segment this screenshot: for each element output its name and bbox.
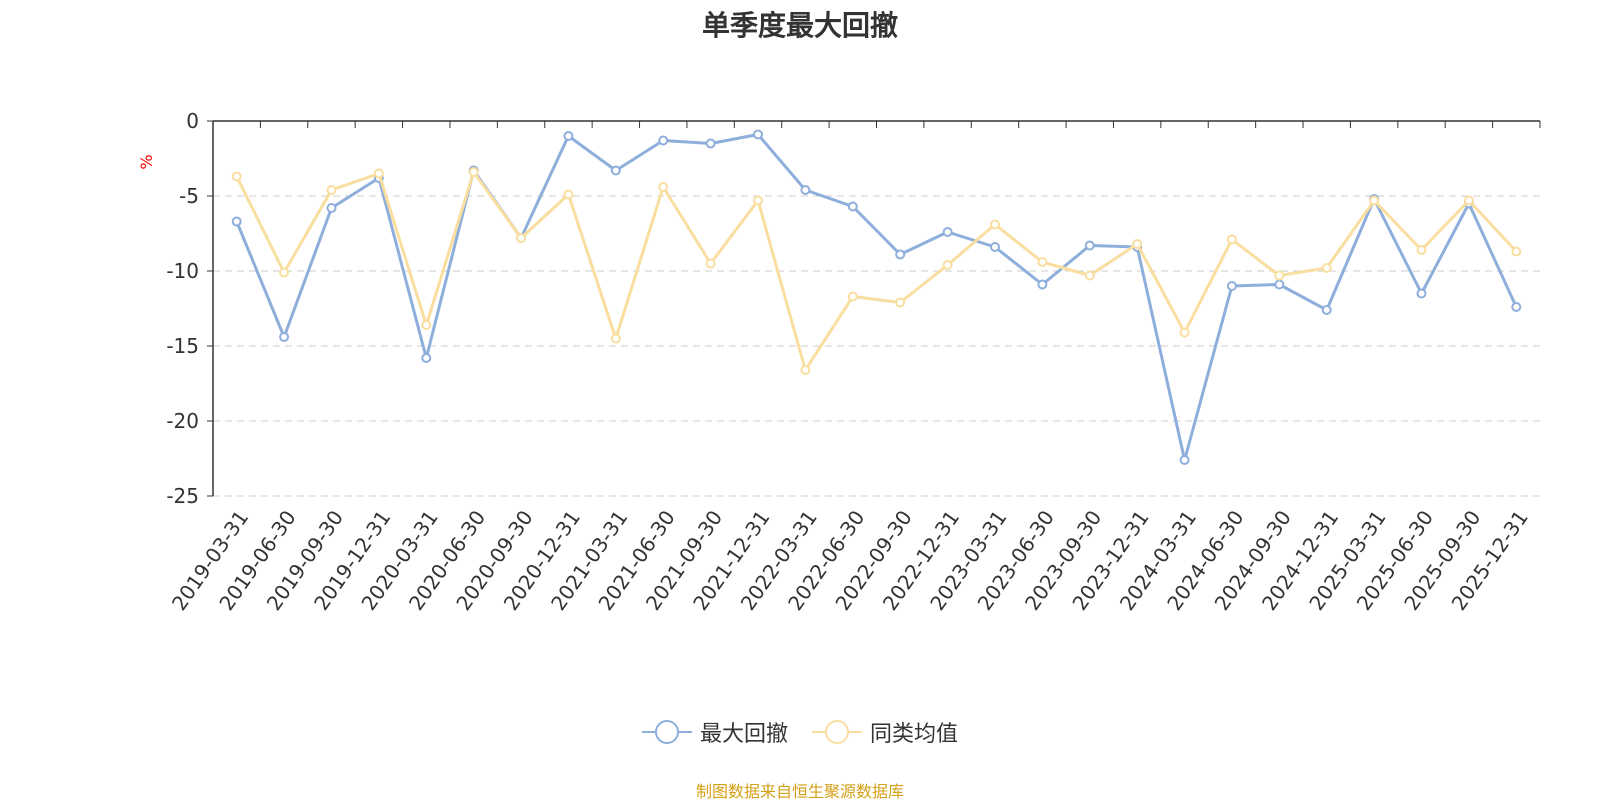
y-tick-label: -5 [179,184,199,208]
data-point [1274,270,1285,281]
data-point [1274,279,1285,290]
data-point [279,267,290,278]
legend-line-marker-icon [812,720,862,744]
data-point [421,320,432,330]
data-point [989,219,1000,230]
y-axis-unit-label: % [137,154,156,169]
data-point [421,353,432,363]
source-note: 制图数据来自恒生聚源数据库 [695,782,904,801]
data-point [1511,302,1522,312]
data-point [942,260,953,270]
y-tick-label: 0 [186,109,199,133]
data-point [1037,257,1048,267]
data-point [1416,288,1427,299]
data-point [279,332,290,342]
chart-title: 单季度最大回撤 [701,9,898,42]
series-layer [231,129,1522,465]
data-point [705,258,716,269]
data-point [1226,234,1237,245]
data-point [1416,245,1427,255]
data-point [800,185,811,195]
data-point [1132,239,1143,249]
data-point [942,227,953,237]
data-point [895,249,906,260]
legend-item-peer-average[interactable]: 同类均值 [812,716,958,748]
y-tick-label: -15 [166,334,199,358]
data-point [610,165,621,176]
data-point [1369,195,1380,206]
data-point [895,297,906,308]
y-tick-label: -20 [166,409,199,433]
legend-circle [825,720,849,744]
series-line [235,133,1518,462]
data-point [658,182,669,192]
data-point [1463,195,1474,206]
legend-label: 最大回撤 [699,722,788,747]
data-point [516,233,527,243]
grid-layer [213,195,1540,497]
series-0 [231,129,1522,465]
data-point [468,167,479,177]
data-point [1321,263,1332,273]
data-point [563,189,574,200]
data-point [1321,305,1332,315]
y-tick-label: -25 [166,484,199,508]
y-tick-label: -10 [166,259,199,283]
data-point [989,242,1000,252]
data-point [1226,281,1237,291]
data-point [1179,327,1190,338]
series-1 [231,167,1522,375]
data-point [373,168,384,179]
data-point [847,291,858,302]
series-line [235,170,1518,372]
data-point [563,131,574,141]
data-point [1084,270,1095,281]
data-point [326,185,337,195]
data-point [610,333,621,344]
legend-label: 同类均值 [870,722,959,747]
data-point [800,365,811,375]
legend-circle [654,720,679,744]
data-point [326,203,337,213]
data-point [1037,279,1048,290]
data-point [658,135,669,146]
data-point [847,201,858,212]
data-point [231,216,242,227]
data-point [1084,240,1095,251]
data-point [231,171,242,182]
legend-item-max-drawdown[interactable]: 最大回撤 [641,716,788,748]
data-point [1511,246,1522,257]
axis-layer: 0-5-10-15-20-252019-03-312019-06-302019-… [166,109,1541,615]
legend-line-marker-icon [641,720,692,744]
data-point [753,129,764,140]
legend: 最大回撤 同类均值 [0,716,1600,748]
data-point [1179,455,1190,465]
data-point [753,195,764,206]
data-point [705,138,716,149]
